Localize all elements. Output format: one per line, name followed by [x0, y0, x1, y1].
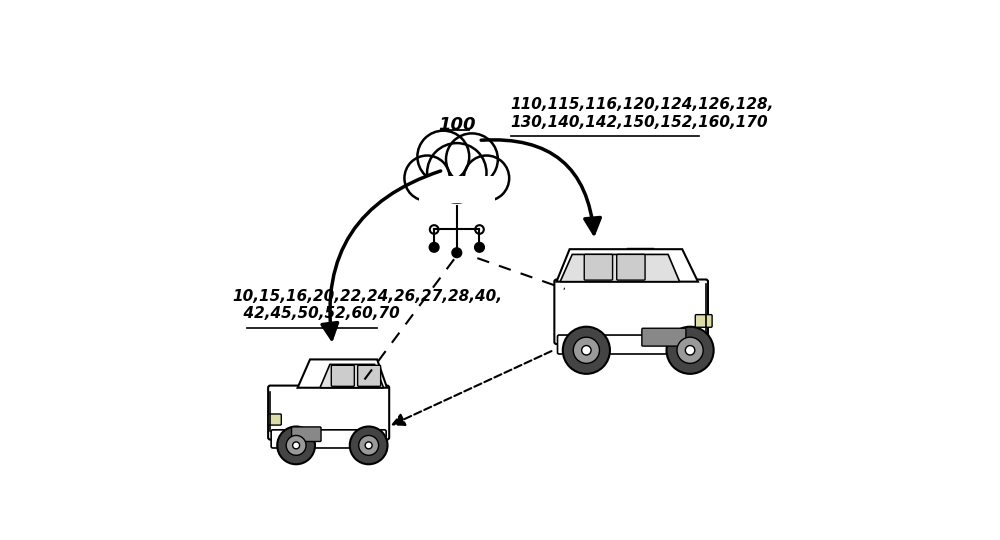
Circle shape	[286, 435, 306, 455]
Circle shape	[365, 442, 372, 449]
Text: 110,115,116,120,124,126,128,
130,140,142,150,152,160,170: 110,115,116,120,124,126,128, 130,140,142…	[511, 97, 774, 130]
FancyBboxPatch shape	[331, 365, 354, 386]
Circle shape	[446, 133, 498, 185]
Circle shape	[677, 337, 703, 363]
Circle shape	[582, 346, 591, 355]
Circle shape	[563, 327, 610, 374]
Circle shape	[573, 337, 599, 363]
FancyBboxPatch shape	[617, 254, 645, 280]
FancyBboxPatch shape	[358, 365, 381, 386]
Circle shape	[277, 427, 315, 464]
FancyBboxPatch shape	[642, 328, 686, 346]
FancyBboxPatch shape	[292, 427, 321, 442]
Circle shape	[417, 131, 469, 183]
FancyBboxPatch shape	[268, 414, 281, 425]
Circle shape	[350, 427, 388, 464]
Circle shape	[293, 442, 300, 449]
FancyBboxPatch shape	[268, 386, 389, 440]
Circle shape	[685, 346, 695, 355]
Text: 100: 100	[438, 116, 476, 134]
Polygon shape	[560, 254, 680, 282]
FancyBboxPatch shape	[271, 430, 386, 448]
Circle shape	[429, 242, 439, 252]
Circle shape	[359, 435, 379, 455]
Text: 10,15,16,20,22,24,26,27,28,40,
  42,45,50,52,60,70: 10,15,16,20,22,24,26,27,28,40, 42,45,50,…	[233, 289, 503, 321]
FancyBboxPatch shape	[695, 315, 712, 327]
Circle shape	[667, 327, 714, 374]
FancyBboxPatch shape	[419, 176, 495, 202]
Polygon shape	[320, 364, 384, 388]
Polygon shape	[298, 360, 387, 388]
Circle shape	[404, 156, 450, 201]
Circle shape	[427, 143, 486, 202]
FancyBboxPatch shape	[554, 280, 708, 344]
FancyBboxPatch shape	[558, 335, 705, 354]
Polygon shape	[557, 249, 698, 282]
Circle shape	[464, 156, 509, 201]
Circle shape	[452, 248, 462, 258]
Circle shape	[475, 242, 484, 252]
FancyBboxPatch shape	[584, 254, 613, 280]
